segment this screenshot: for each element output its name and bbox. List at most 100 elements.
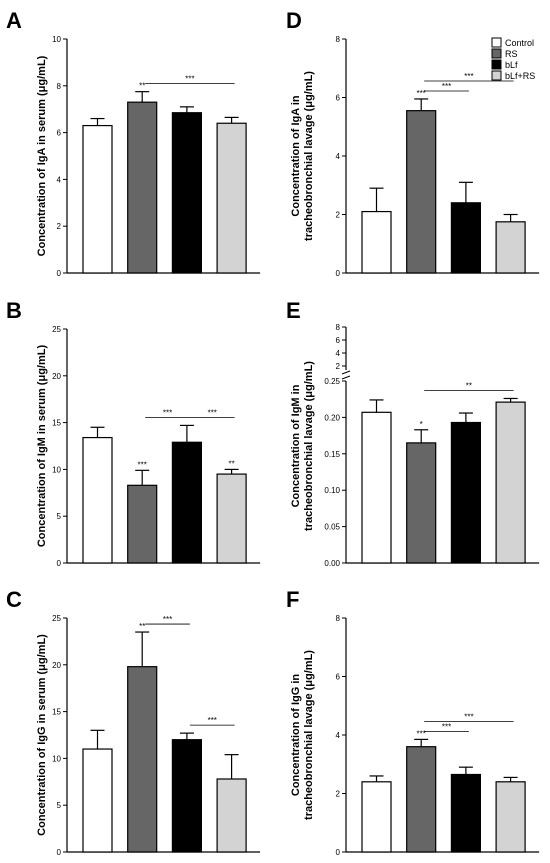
y-axis-title: Concentration of IgG intracheobronchial … [290, 650, 315, 820]
y-tick-label: 6 [336, 673, 341, 682]
panel-label-e: E [286, 298, 301, 323]
y-tick-label: 0.10 [324, 486, 340, 495]
y-tick-label: 20 [52, 372, 61, 381]
comparison-label: *** [208, 716, 217, 725]
y-tick-label-upper: 2 [336, 362, 341, 371]
bar-blf-rs [495, 221, 526, 274]
y-tick-label: 0 [57, 848, 62, 857]
significance-label: ** [139, 622, 145, 631]
y-tick-label-upper: 4 [336, 349, 341, 358]
bar-blf-rs [216, 778, 247, 853]
significance-label: ** [228, 459, 234, 468]
panel-a: A Concentration of IgA in serum (μg/mL) 0 2… [6, 8, 261, 278]
y-tick-label: 2 [336, 790, 341, 799]
comparison-label: ** [466, 381, 472, 390]
panel-d: D Concentration of IgA intracheobronchial… [286, 8, 540, 278]
significance-label: *** [417, 729, 426, 738]
panel-label-c: C [6, 587, 22, 612]
panel-f: F Concentration of IgG intracheobronchial… [286, 587, 540, 857]
panel-c: C Concentration of IgG in serum (μg/mL) 0 5… [6, 587, 261, 857]
y-tick-label-upper: 8 [336, 323, 341, 332]
y-tick-label: 0 [336, 269, 341, 278]
bar-rs [406, 110, 437, 274]
y-tick-label: 6 [57, 129, 62, 138]
y-tick-label: 0.20 [324, 413, 340, 422]
y-tick-label: 0 [57, 269, 62, 278]
y-tick-label-upper: 6 [336, 336, 341, 345]
y-tick-label: 5 [57, 512, 62, 521]
bar-control [361, 781, 392, 853]
y-tick-label: 0 [336, 848, 341, 857]
y-tick-label: 8 [57, 82, 62, 91]
y-axis-title-line1: Concentration of IgA in [290, 95, 302, 216]
bar-blf [450, 421, 481, 564]
y-tick-label: 8 [336, 614, 341, 623]
bar-rs [406, 442, 437, 564]
bar-rs [127, 666, 158, 853]
significance-label: *** [417, 89, 426, 98]
bar-blf-rs [495, 401, 526, 564]
significance-label: * [420, 420, 423, 429]
y-axis-title: Concentration of IgM in serum (μg/mL) [36, 345, 48, 548]
bar-control [82, 748, 113, 853]
bar-rs [127, 101, 158, 274]
comparison-label: *** [442, 82, 451, 91]
y-tick-label: 15 [52, 419, 61, 428]
panel-e: E Concentration of IgM intracheobronchial… [286, 298, 540, 568]
y-tick-label: 5 [57, 801, 62, 810]
comparison-label: *** [163, 408, 172, 417]
y-tick-label: 2 [57, 222, 62, 231]
bar-blf [171, 441, 202, 564]
y-tick-label: 10 [52, 465, 61, 474]
bar-rs [406, 746, 437, 853]
panel-label-d: D [286, 8, 302, 33]
bar-rs [127, 484, 158, 564]
bar-control [361, 411, 392, 564]
y-axis-title: Concentration of IgM intracheobronchial … [290, 361, 315, 531]
comparison-label: *** [464, 72, 473, 81]
y-tick-label: 25 [52, 325, 61, 334]
y-axis-title-line1: Concentration of IgM in [290, 384, 302, 507]
legend-swatch [491, 59, 502, 70]
y-axis-title-line2: tracheobronchial lavage (μg/mL) [303, 650, 315, 820]
panel-label-f: F [286, 587, 299, 612]
legend-label: bLf [505, 60, 518, 70]
comparison-label: *** [208, 408, 217, 417]
legend-swatch [491, 37, 502, 48]
panel-label-a: A [6, 8, 22, 33]
comparison-label: *** [442, 722, 451, 731]
y-axis-title: Concentration of IgA intracheobronchial … [290, 71, 315, 241]
legend-label: bLf+RS [505, 71, 535, 81]
y-tick-label: 0.05 [324, 523, 340, 532]
bar-blf [450, 202, 481, 274]
bar-blf-rs [216, 122, 247, 274]
y-tick-label: 0.15 [324, 450, 340, 459]
panel-b: B Concentration of IgM in serum (μg/mL) 0 5… [6, 298, 261, 568]
y-tick-label: 6 [336, 94, 341, 103]
y-tick-label: 4 [57, 175, 62, 184]
legend-label: Control [505, 38, 534, 48]
y-tick-label: 10 [52, 754, 61, 763]
y-axis-title: Concentration of IgG in serum (μg/mL) [36, 634, 48, 836]
axis-break-mark [341, 375, 351, 380]
bar-blf [450, 773, 481, 853]
bar-control [361, 210, 392, 274]
y-tick-label: 25 [52, 614, 61, 623]
significance-label: *** [138, 460, 147, 469]
legend-swatch [491, 70, 502, 81]
y-tick-label: 4 [336, 152, 341, 161]
bar-control [82, 124, 113, 274]
y-tick-label: 8 [336, 35, 341, 44]
y-axis-title-line1: Concentration of IgG in [290, 674, 302, 796]
significance-label: ** [139, 82, 145, 91]
comparison-label: *** [163, 615, 172, 624]
y-tick-label: 0.25 [324, 377, 340, 386]
comparison-label: *** [185, 75, 194, 84]
y-tick-label: 0.00 [324, 559, 340, 568]
bar-blf [171, 739, 202, 853]
panel-label-b: B [6, 298, 22, 323]
legend-label: RS [505, 49, 518, 59]
bar-control [82, 436, 113, 564]
y-tick-label: 2 [336, 211, 341, 220]
